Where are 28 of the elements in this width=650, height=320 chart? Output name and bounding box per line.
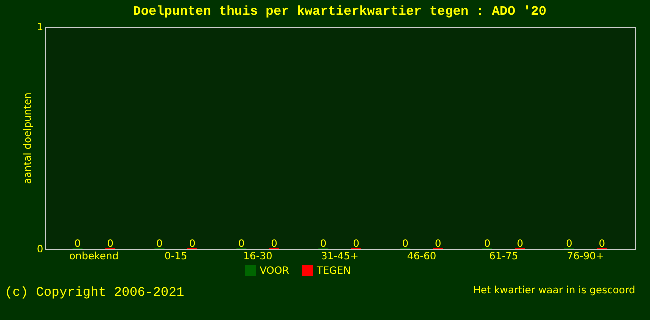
data-label: 0 <box>517 239 524 250</box>
data-label: 0 <box>402 239 409 250</box>
data-label: 0 <box>484 239 491 250</box>
data-label: 0 <box>353 239 360 250</box>
data-label: 0 <box>271 239 278 250</box>
x-tick-label: 61-75 <box>489 252 518 262</box>
x-tick-label: 16-30 <box>244 252 273 262</box>
chart-title: Doelpunten thuis per kwartierkwartier tegen : ADO '20 <box>133 4 547 19</box>
y-axis-title: aantal doelpunten <box>23 92 34 184</box>
data-label: 0 <box>599 239 606 250</box>
data-label: 0 <box>156 239 163 250</box>
data-label: 0 <box>435 239 442 250</box>
x-tick-label: 76-90+ <box>567 252 605 262</box>
x-tick-label: 31-45+ <box>321 252 359 262</box>
data-label: 0 <box>566 239 573 250</box>
x-tick-label: 46-60 <box>407 252 436 262</box>
text: (c) Copyright 2006-2021 <box>5 285 185 300</box>
x-axis-title: Het kwartier waar in is gescoord <box>473 286 636 296</box>
legend-label: VOOR <box>260 266 290 277</box>
data-label: 0 <box>74 239 81 250</box>
data-label: 0 <box>320 239 327 250</box>
data-label: 0 <box>238 239 245 250</box>
x-tick-label: onbekend <box>70 252 119 262</box>
legend-label: TEGEN <box>316 266 351 277</box>
data-label: 0 <box>189 239 196 250</box>
y-tick-label: 1 <box>37 22 44 34</box>
x-tick-label: 0-15 <box>164 252 188 262</box>
data-label: 0 <box>107 239 114 250</box>
